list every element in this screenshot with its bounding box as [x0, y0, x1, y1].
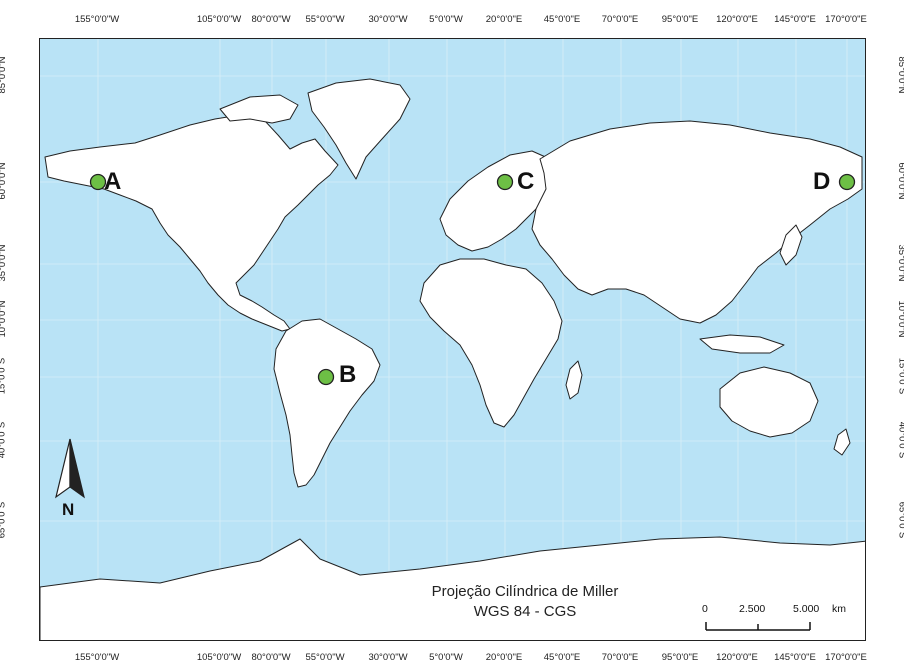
tick-label-bottom: 80°0'0"W [251, 652, 291, 663]
antarctica [40, 536, 865, 640]
australia [719, 366, 819, 438]
datum-label: WGS 84 - CGS [473, 603, 577, 620]
tick-label-top: 145°0'0"E [774, 14, 816, 25]
indonesia [699, 334, 785, 354]
location-markers [89, 173, 856, 386]
tick-label-bottom: 155°0'0"W [74, 652, 120, 663]
marker-label-a: A [104, 168, 122, 195]
tick-label-left: 35°0'0"N [0, 244, 8, 282]
world-map-svg [40, 39, 865, 640]
tick-label-top: 30°0'0"W [368, 14, 408, 25]
scale-bar [705, 622, 811, 631]
tick-label-bottom: 145°0'0"E [774, 652, 816, 663]
landmasses [40, 78, 865, 640]
asia [531, 120, 863, 324]
tick-label-top: 45°0'0"E [543, 14, 581, 25]
tick-label-right: 60°0'0"N [896, 162, 904, 200]
tick-label-right: 85°0'0"N [896, 56, 904, 94]
north-arrow-icon [55, 438, 85, 499]
tick-label-bottom: 95°0'0"E [661, 652, 699, 663]
tick-label-top: 80°0'0"W [251, 14, 291, 25]
tick-label-right: 65°0'0"S [896, 501, 904, 539]
africa [419, 258, 563, 428]
tick-label-left: 85°0'0"N [0, 56, 8, 94]
scale-label-2500: 2.500 [739, 603, 766, 615]
tick-label-top: 95°0'0"E [661, 14, 699, 25]
tick-label-bottom: 105°0'0"W [196, 652, 242, 663]
marker-label-b: B [339, 361, 357, 388]
tick-label-right: 35°0'0"N [896, 244, 904, 282]
marker-b[interactable] [317, 368, 335, 386]
arctic-islands [219, 94, 299, 124]
tick-label-right: 40°0'0"S [896, 421, 904, 459]
world-map[interactable] [39, 38, 866, 641]
marker-label-c: C [517, 168, 535, 195]
tick-label-bottom: 45°0'0"E [543, 652, 581, 663]
tick-label-right: 10°0'0"N [896, 300, 904, 338]
north-label: N [62, 500, 75, 519]
tick-label-top: 120°0'0"E [716, 14, 758, 25]
marker-label-d: D [813, 168, 831, 195]
tick-label-left: 15°0'0"S [0, 357, 8, 395]
tick-label-top: 170°0'0"E [825, 14, 867, 25]
tick-label-bottom: 70°0'0"E [601, 652, 639, 663]
tick-label-top: 70°0'0"E [601, 14, 639, 25]
tick-label-bottom: 120°0'0"E [716, 652, 758, 663]
marker-c[interactable] [496, 173, 514, 191]
scale-label-km: km [832, 603, 846, 615]
tick-label-left: 65°0'0"S [0, 501, 8, 539]
greenland [307, 78, 411, 180]
tick-label-left: 10°0'0"N [0, 300, 8, 338]
madagascar [565, 360, 583, 400]
tick-label-bottom: 55°0'0"W [305, 652, 345, 663]
south-america [273, 318, 381, 488]
scale-label-5000: 5.000 [793, 603, 820, 615]
marker-d[interactable] [838, 173, 856, 191]
tick-label-bottom: 30°0'0"W [368, 652, 408, 663]
tick-label-left: 60°0'0"N [0, 162, 8, 200]
tick-label-top: 55°0'0"W [305, 14, 345, 25]
scale-label-0: 0 [702, 603, 708, 615]
tick-label-bottom: 5°0'0"W [429, 652, 463, 663]
marker-a[interactable] [89, 173, 107, 191]
tick-label-top: 105°0'0"W [196, 14, 242, 25]
tick-label-top: 20°0'0"E [485, 14, 523, 25]
tick-label-top: 155°0'0"W [74, 14, 120, 25]
tick-label-left: 40°0'0"S [0, 421, 8, 459]
japan [779, 224, 803, 266]
north-america [44, 114, 339, 332]
tick-label-bottom: 20°0'0"E [485, 652, 523, 663]
tick-label-top: 5°0'0"W [429, 14, 463, 25]
projection-name: Projeção Cilíndrica de Miller [431, 583, 619, 600]
tick-label-bottom: 170°0'0"E [825, 652, 867, 663]
new-zealand [833, 428, 851, 456]
tick-label-right: 15°0'0"S [896, 357, 904, 395]
